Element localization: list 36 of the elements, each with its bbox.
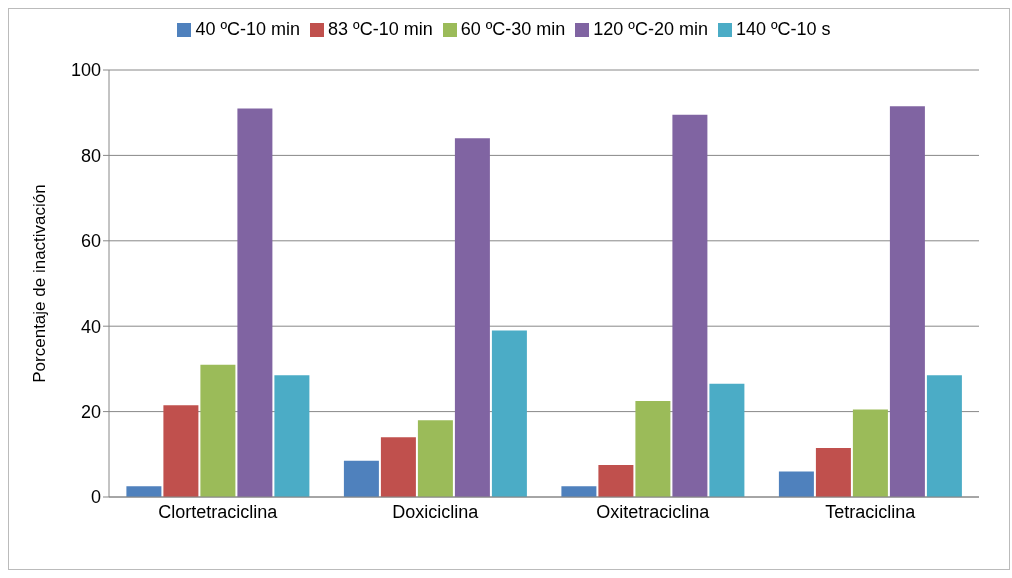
bar <box>598 464 634 497</box>
bar <box>635 400 671 497</box>
bar <box>709 383 745 497</box>
legend-label: 60 ºC-30 min <box>460 19 566 39</box>
bar <box>491 330 527 497</box>
y-tick-label: 60 <box>80 231 101 252</box>
y-tick-label: 100 <box>70 60 101 81</box>
x-tick-label: Doxiciclina <box>392 501 480 522</box>
y-tick-label: 80 <box>80 145 101 166</box>
bar <box>926 375 962 497</box>
bar <box>237 108 273 497</box>
legend-label: 120 ºC-20 min <box>593 19 708 39</box>
bar <box>380 437 416 497</box>
bar <box>163 405 199 497</box>
bar <box>672 114 708 497</box>
bar <box>778 471 814 497</box>
x-tick-label: Oxitetraciclina <box>596 501 711 522</box>
y-axis-title: Porcentaje de inactivación <box>30 184 50 383</box>
x-tick-label: Clortetraciclina <box>158 501 279 522</box>
bar <box>200 364 236 497</box>
bar <box>815 447 851 497</box>
y-tick-label: 40 <box>80 316 101 337</box>
y-tick-label: 20 <box>80 401 101 422</box>
x-tick-label: Tetraciclina <box>825 501 917 522</box>
bar <box>274 375 310 497</box>
bar <box>561 486 597 497</box>
bar <box>852 409 888 497</box>
bar <box>454 138 490 497</box>
legend-label: 40 ºC-10 min <box>195 19 301 39</box>
bar <box>417 420 453 497</box>
legend-label: 140 ºC-10 s <box>735 19 831 39</box>
bar <box>126 486 162 497</box>
bar <box>889 106 925 497</box>
y-tick-label: 0 <box>90 487 101 508</box>
legend-label: 83 ºC-10 min <box>328 19 433 39</box>
bar <box>343 460 379 497</box>
